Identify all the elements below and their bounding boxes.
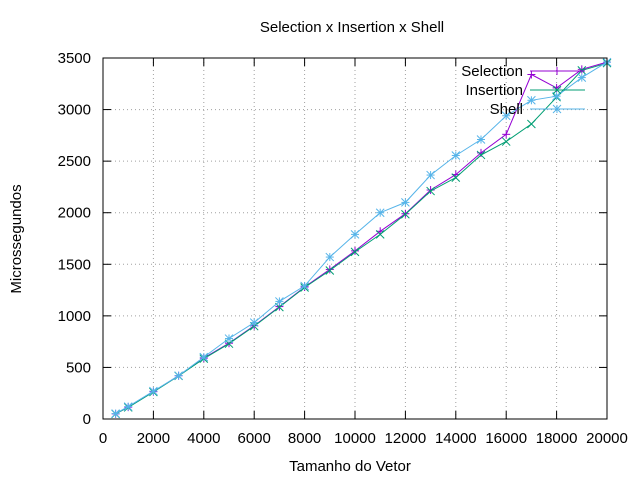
data-point-shell [149, 386, 158, 396]
data-point-shell [224, 334, 234, 343]
data-point-insertion [451, 173, 461, 182]
data-point-insertion [476, 150, 486, 160]
data-point-insertion [501, 137, 511, 146]
y-tick-label: 1000 [58, 308, 91, 325]
data-point-insertion [426, 186, 435, 196]
legend: Selection Insertion Shell [461, 63, 585, 118]
y-tick-label: 3500 [58, 50, 91, 67]
x-tick-label: 6000 [238, 430, 271, 447]
y-axis-title: Microssegundos [8, 184, 25, 293]
y-tick-label: 500 [66, 359, 91, 376]
x-tick-label: 0 [99, 430, 107, 447]
data-point-shell [527, 95, 536, 105]
legend-marker-insertion [552, 85, 562, 95]
x-tick-label: 10000 [334, 430, 376, 447]
y-tick-label: 0 [83, 411, 91, 428]
data-point-shell [111, 409, 120, 418]
data-point-shell [123, 402, 133, 411]
data-point-shell [426, 170, 435, 180]
data-point-selection [527, 70, 536, 79]
data-point-shell [577, 73, 587, 82]
data-point-selection [325, 265, 334, 274]
chart-title: Selection x Insertion x Shell [260, 19, 444, 36]
y-tick-label: 3000 [58, 102, 91, 119]
data-point-insertion [527, 119, 536, 129]
data-point-shell [249, 318, 259, 327]
legend-marker-selection [553, 67, 561, 75]
data-point-shell [375, 208, 385, 218]
data-point-shell [199, 352, 209, 362]
data-point-shell [401, 198, 410, 207]
y-tick-label: 1500 [58, 256, 91, 273]
data-point-selection [502, 130, 511, 139]
data-point-shell [350, 230, 360, 239]
x-tick-label: 4000 [187, 430, 220, 447]
data-point-shell [476, 135, 486, 144]
data-point-insertion [375, 230, 385, 239]
data-point-insertion [325, 266, 335, 275]
data-point-insertion [577, 66, 587, 75]
data-point-insertion [350, 247, 360, 257]
legend-label-shell: Shell [490, 101, 523, 118]
x-tick-label: 14000 [435, 430, 477, 447]
x-tick-label: 8000 [288, 430, 321, 447]
data-point-shell [300, 281, 309, 291]
data-point-insertion [401, 209, 410, 219]
y-tick-label: 2500 [58, 153, 91, 170]
x-tick-label: 12000 [385, 430, 427, 447]
data-point-selection [351, 246, 359, 255]
x-tick-label: 2000 [137, 430, 170, 447]
data-point-shell [325, 252, 335, 262]
x-tick-label: 18000 [536, 430, 578, 447]
series-layer [111, 57, 612, 419]
data-point-shell [451, 151, 461, 160]
x-axis-title: Tamanho do Vetor [289, 458, 411, 475]
x-tick-label: 20000 [586, 430, 628, 447]
legend-label-insertion: Insertion [465, 82, 523, 99]
y-tick-label: 2000 [58, 205, 91, 222]
legend-label-selection: Selection [461, 63, 523, 80]
axis-ticks: 0 2000 4000 6000 8000 10000 12000 14000 16000 180… [58, 50, 628, 447]
data-point-shell [501, 111, 511, 121]
data-point-shell [174, 371, 183, 381]
data-point-shell [275, 297, 284, 306]
grid-lines [103, 58, 607, 419]
legend-marker-shell [552, 104, 562, 114]
x-tick-label: 16000 [485, 430, 527, 447]
